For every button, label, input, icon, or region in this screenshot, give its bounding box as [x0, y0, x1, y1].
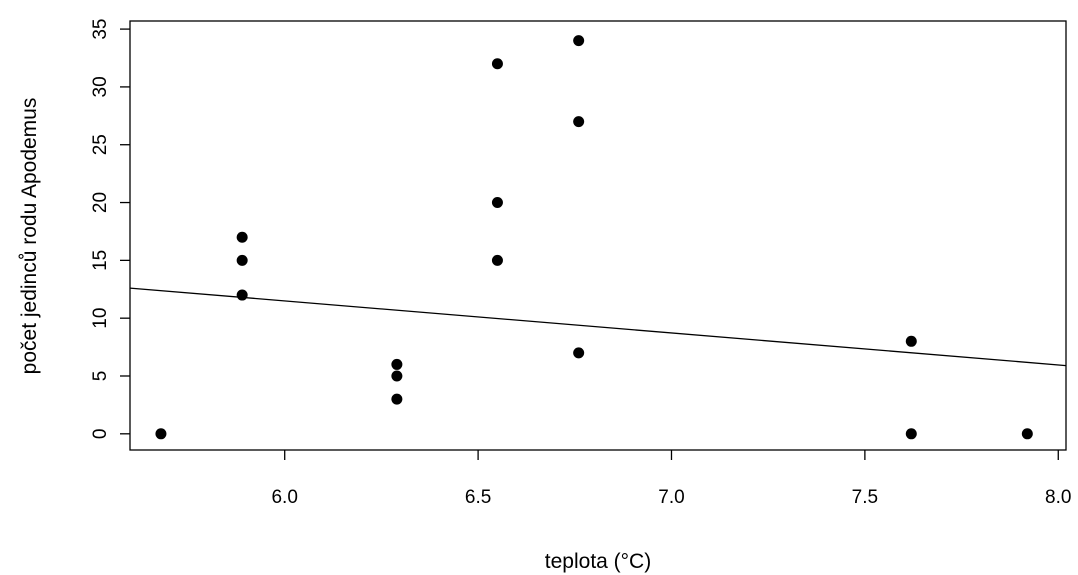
data-point — [236, 289, 248, 301]
y-tick-label: 20 — [90, 192, 111, 213]
regression-line — [129, 287, 1067, 367]
data-points — [155, 35, 1033, 440]
y-tick-label: 5 — [90, 371, 111, 382]
y-tick-label: 10 — [90, 308, 111, 329]
data-point — [573, 116, 585, 128]
data-point — [391, 358, 403, 370]
x-axis-title: teplota (°C) — [545, 550, 651, 573]
x-tick-label: 6.5 — [465, 487, 491, 508]
x-tick-label: 6.0 — [271, 487, 297, 508]
data-point — [236, 254, 248, 266]
x-tick-label: 7.0 — [658, 487, 684, 508]
y-tick-label: 15 — [90, 250, 111, 271]
x-tick-label: 8.0 — [1045, 487, 1071, 508]
data-point — [905, 335, 917, 347]
y-tick-label: 30 — [90, 76, 111, 97]
data-point — [573, 347, 585, 359]
y-tick-label: 35 — [90, 19, 111, 40]
data-point — [236, 231, 248, 243]
data-point — [155, 428, 167, 440]
data-point — [491, 197, 503, 209]
data-point — [391, 393, 403, 405]
x-axis: 6.0 6.5 7.0 7.5 8.0 — [271, 450, 1071, 508]
data-point — [1021, 428, 1033, 440]
y-tick-label: 25 — [90, 134, 111, 155]
y-tick-label: 0 — [90, 429, 111, 440]
y-axis: 0 5 10 15 20 25 30 35 — [90, 19, 130, 440]
data-point — [905, 428, 917, 440]
plot-frame — [129, 20, 1067, 451]
x-tick-label: 7.5 — [852, 487, 878, 508]
y-axis-title: počet jedinců rodu Apodemus — [18, 98, 41, 375]
data-point — [573, 35, 585, 47]
data-point — [491, 254, 503, 266]
data-point — [391, 370, 403, 382]
data-point — [491, 58, 503, 70]
